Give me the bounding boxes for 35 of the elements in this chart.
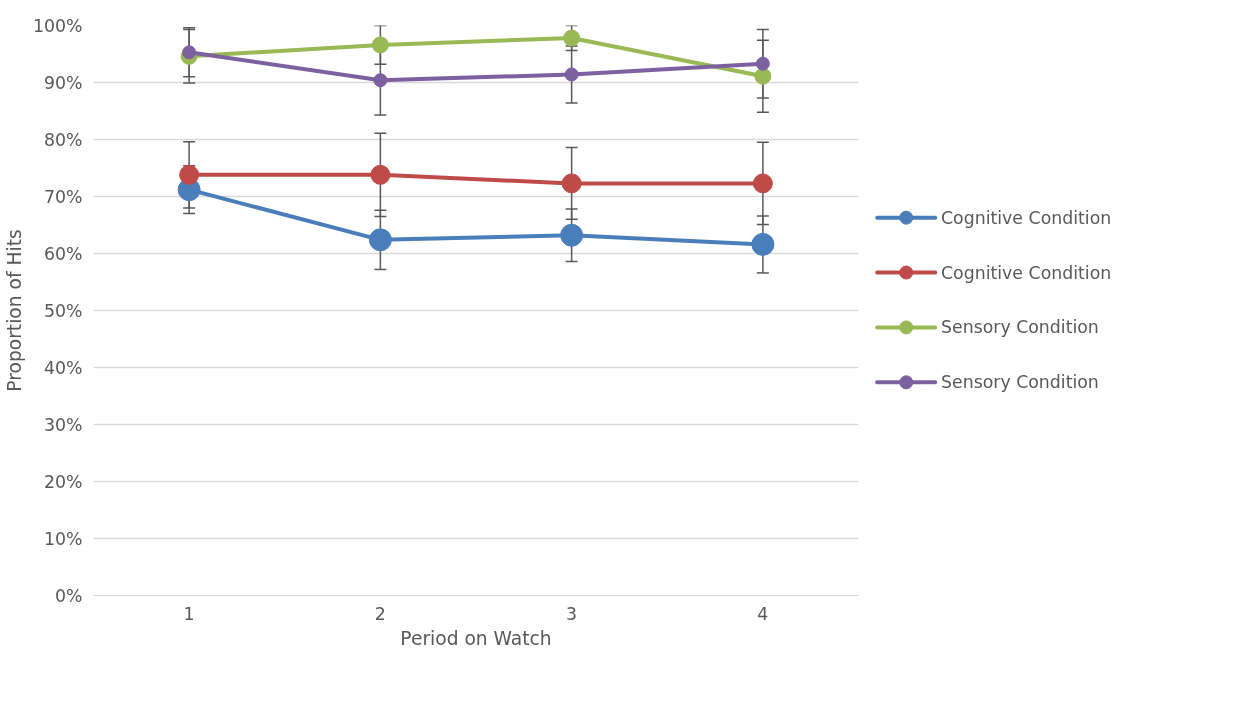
point bbox=[371, 36, 389, 54]
y-tick-label: 0% bbox=[55, 585, 83, 606]
legend-label: Cognitive Condition bbox=[941, 262, 1112, 283]
y-tick-label: 20% bbox=[43, 471, 83, 492]
y-tick-label: 40% bbox=[43, 357, 83, 378]
y-tick-label: 50% bbox=[43, 300, 83, 321]
point bbox=[560, 223, 584, 247]
y-tick-label: 10% bbox=[43, 528, 83, 549]
point bbox=[563, 29, 581, 47]
legend-label: Cognitive Condition bbox=[941, 207, 1112, 228]
x-tick-label: 1 bbox=[183, 603, 195, 624]
point bbox=[368, 228, 392, 252]
point bbox=[754, 67, 772, 85]
legend-label: Sensory Condition bbox=[941, 372, 1099, 393]
point bbox=[561, 173, 582, 194]
point bbox=[373, 73, 388, 88]
point bbox=[182, 45, 197, 60]
point bbox=[179, 164, 200, 185]
point bbox=[370, 164, 391, 185]
point bbox=[752, 173, 773, 194]
point bbox=[564, 67, 579, 82]
x-tick-label: 4 bbox=[757, 603, 769, 624]
x-tick-label: 3 bbox=[566, 603, 578, 624]
x-tick-label: 2 bbox=[374, 603, 386, 624]
y-tick-label: 100% bbox=[32, 15, 83, 36]
y-axis-title: Proportion of Hits bbox=[3, 229, 25, 392]
legend-label: Sensory Condition bbox=[941, 317, 1099, 338]
point bbox=[755, 56, 770, 71]
y-tick-label: 30% bbox=[43, 414, 83, 435]
y-tick-label: 90% bbox=[43, 72, 83, 93]
y-tick-label: 60% bbox=[43, 243, 83, 264]
x-axis-title: Period on Watch bbox=[400, 627, 552, 649]
y-tick-label: 70% bbox=[43, 186, 83, 207]
y-tick-label: 80% bbox=[43, 129, 83, 150]
point bbox=[751, 232, 775, 256]
